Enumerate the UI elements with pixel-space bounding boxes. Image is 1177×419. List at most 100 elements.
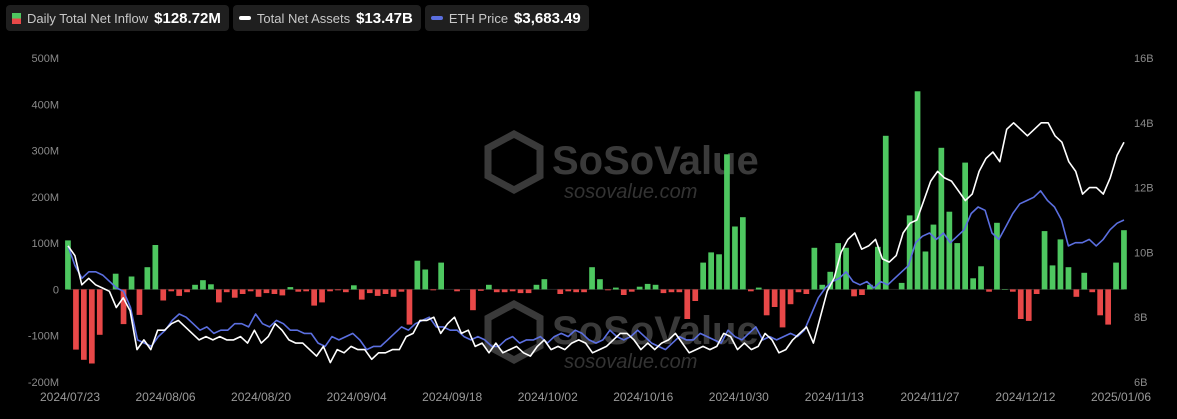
inflow-bar [65,240,71,290]
left-axis-tick: 100M [31,238,59,250]
inflow-bar [795,289,802,293]
inflow-bar [803,289,810,294]
inflow-bar [1105,289,1111,325]
inflow-bar [279,289,286,296]
brand-logo-icon [484,300,544,364]
inflow-bar [867,284,873,290]
inflow-bar [644,283,651,290]
inflow-bar [660,289,667,294]
watermark-url: sosovalue.com [564,351,697,373]
inflow-bar [160,289,167,301]
right-axis-tick: 10B [1134,247,1154,259]
inflow-bar [136,289,143,315]
inflow-bar [882,135,889,290]
inflow-bar [779,289,786,328]
inflow-bar [763,289,770,316]
inflow-bar [922,251,929,290]
inflow-bar [1033,289,1040,294]
inflow-bar [239,289,246,294]
inflow-bar [970,278,976,290]
inflow-bar [700,262,706,290]
legend-item-net-assets[interactable]: Total Net Assets $13.47B [232,5,421,31]
inflow-bar [144,267,151,290]
inflow-bar [1049,265,1056,290]
x-axis-tick: 2024/12/12 [995,390,1055,404]
inflow-bar [1002,289,1008,290]
brand-logo-icon [484,130,544,194]
inflow-bar [358,289,365,300]
inflow-bar [406,289,413,325]
inflow-bar [303,289,309,292]
inflow-bar [351,285,357,290]
inflow-bar [335,289,341,291]
inflow-bar [819,284,826,290]
inflow-bar [517,289,524,294]
inflow-bar [994,222,1000,290]
inflow-bar [581,289,587,293]
inflow-bar [986,289,992,292]
line-swatch-icon [430,16,443,20]
x-axis-tick: 2024/09/04 [327,390,387,404]
inflow-bar [486,284,492,290]
inflow-bar [787,289,794,305]
inflow-bar [676,289,683,293]
inflow-bar [255,289,262,297]
x-axis-tick: 2025/01/06 [1091,390,1151,404]
inflow-bar [382,289,389,294]
legend-item-eth-price[interactable]: ETH Price $3,683.49 [424,5,589,31]
inflow-bar [271,289,278,294]
inflow-bar [287,287,294,290]
inflow-bar [390,289,397,297]
inflow-bar [398,289,405,292]
legend-label: Daily Total Net Inflow [27,10,149,26]
inflow-bar [1041,231,1048,290]
inflow-bar [152,245,159,290]
x-axis-tick: 2024/11/13 [805,390,864,404]
legend-label: ETH Price [448,10,509,26]
left-axis-tick: -200M [28,377,59,389]
inflow-bar [430,289,437,291]
inflow-bar [1010,289,1016,292]
inflow-bar [898,282,905,290]
inflow-bar [200,280,206,290]
inflow-bar [652,284,659,290]
inflow-bar [1065,267,1072,290]
inflow-bar [1057,239,1064,290]
legend-value: $3,683.49 [514,9,581,27]
right-axis-tick: 14B [1134,118,1154,130]
left-axis-tick: 300M [31,146,59,158]
right-axis-tick: 8B [1134,312,1147,324]
inflow-bar [755,287,762,290]
inflow-bar [208,284,214,290]
inflow-bar [1073,289,1080,297]
inflow-bar [668,289,675,293]
inflow-bar [184,289,190,293]
inflow-bar [366,289,373,294]
inflow-bar [128,276,135,290]
legend-item-net-inflow[interactable]: Daily Total Net Inflow $128.72M [6,5,229,31]
inflow-bar [938,147,945,290]
inflow-bar [1081,272,1088,290]
inflow-bar [311,289,317,306]
inflow-bar [589,267,595,290]
inflow-bar [692,289,699,301]
eth-price-line [67,190,1125,351]
x-axis-tick: 2024/10/30 [709,390,769,404]
inflow-bar [112,273,119,290]
inflow-bar [295,289,302,292]
left-axis-tick: -100M [28,331,59,343]
inflow-bar [478,289,484,291]
inflow-bar [954,243,961,290]
inflow-bar [684,289,691,319]
inflow-bar [319,289,325,303]
inflow-bar [835,243,841,290]
x-axis-tick: 2024/10/16 [613,390,673,404]
inflow-bar [422,269,429,290]
inflow-bar [930,224,937,290]
inflow-bar [557,289,564,294]
left-axis-tick: 500M [31,53,59,65]
inflow-bar [470,289,476,311]
